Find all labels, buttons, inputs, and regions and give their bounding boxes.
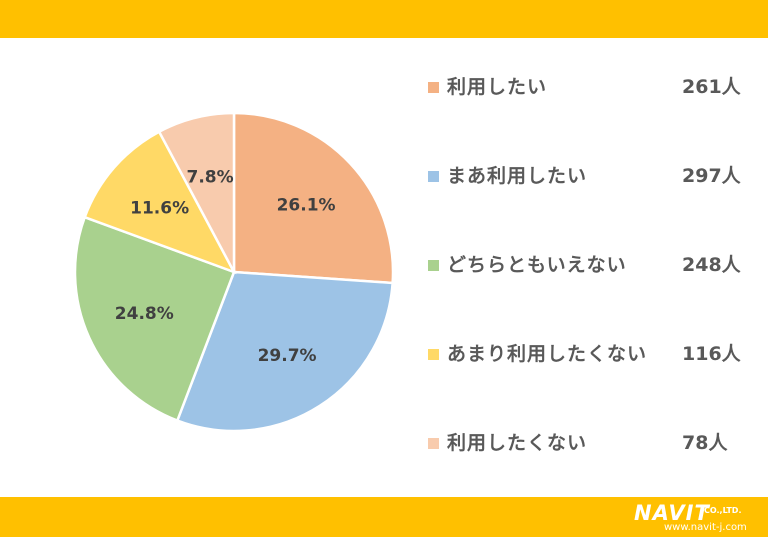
bottom-banner [0,497,768,537]
pie-slice-4 [83,130,237,275]
legend-item: 利用したい 261人 [428,70,758,159]
legend-item: 利用したくない 78人 [428,426,758,515]
slice-value-label-5: 7.8% [187,167,234,187]
slice-value-label-3: 24.8% [115,304,174,324]
legend-swatch [428,438,439,449]
legend-swatch [428,171,439,182]
pie-slice-3 [73,215,236,423]
legend-count: 297人 [682,165,741,187]
legend-label: どちらともいえない [447,254,627,276]
legend-swatch [428,349,439,360]
logo-url: www.navit-j.com [664,522,747,533]
legend-item: まあ利用したい 297人 [428,159,758,248]
legend-count: 78人 [682,432,728,454]
slice-value-label-1: 26.1% [277,196,336,216]
legend-label: まあ利用したい [447,165,588,187]
legend-count: 261人 [682,76,741,98]
legend-label: 利用したい [447,76,548,98]
navit-logo: NAVIT CO.,LTD. www.navit-j.com [634,502,764,534]
slice-value-label-2: 29.7% [258,346,317,366]
pie-slice-5 [157,111,236,273]
legend-label: 利用したくない [447,432,588,454]
pie-slice-2 [175,270,394,433]
legend-label: あまり利用したくない [447,343,648,365]
legend-swatch [428,260,439,271]
logo-company-suffix: CO.,LTD. [704,506,742,515]
legend-swatch [428,82,439,93]
top-banner [0,0,768,38]
legend-item: どちらともいえない 248人 [428,248,758,337]
pie-chart: 26.1% 29.7% 24.8% 11.6% 7.8% [73,111,395,433]
legend-item: あまり利用したくない 116人 [428,337,758,426]
legend: 利用したい 261人まあ利用したい 297人どちらともいえない 248人あまり利用した… [428,70,758,515]
pie-slice-1 [232,111,395,285]
slice-value-label-4: 11.6% [130,198,189,218]
legend-count: 116人 [682,343,741,365]
logo-text: NAVIT [634,501,710,525]
legend-count: 248人 [682,254,741,276]
